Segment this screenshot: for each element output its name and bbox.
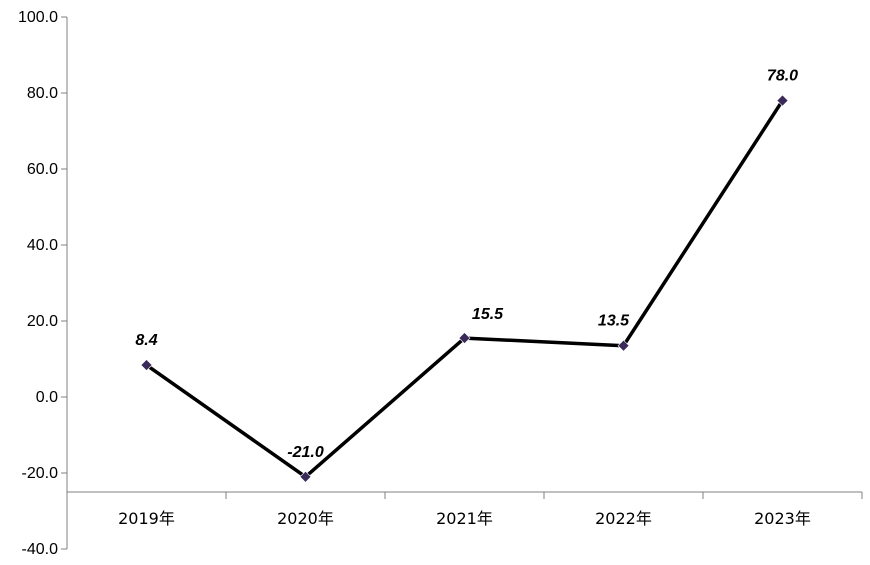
data-label: 8.4 bbox=[135, 332, 157, 349]
y-axis: 100.0 80.0 60.0 40.0 20.0 0.0 -20.0 -40.0 bbox=[18, 9, 68, 558]
data-label: 13.5 bbox=[598, 313, 630, 330]
data-labels: 8.4 -21.0 15.5 13.5 78.0 bbox=[135, 68, 798, 461]
x-tick-label: 2021年 bbox=[436, 509, 493, 528]
x-tick-label: 2019年 bbox=[118, 509, 175, 528]
data-label: -21.0 bbox=[287, 444, 324, 461]
x-tick-label: 2023年 bbox=[754, 509, 811, 528]
data-point bbox=[458, 332, 471, 345]
y-tick-label: 40.0 bbox=[27, 237, 58, 254]
data-point bbox=[140, 359, 153, 372]
series-line bbox=[140, 94, 789, 483]
y-tick-label: 60.0 bbox=[27, 161, 58, 178]
data-point bbox=[299, 470, 312, 483]
data-label: 78.0 bbox=[767, 68, 798, 85]
y-tick-label: 0.0 bbox=[36, 389, 58, 406]
x-tick-label: 2022年 bbox=[595, 509, 652, 528]
y-tick-label: 100.0 bbox=[18, 9, 58, 26]
series-path bbox=[145, 99, 784, 479]
y-tick-label: -20.0 bbox=[22, 465, 59, 482]
y-tick-label: 20.0 bbox=[27, 313, 58, 330]
data-point bbox=[617, 339, 630, 352]
x-tick-label: 2020年 bbox=[277, 509, 334, 528]
data-point bbox=[776, 94, 789, 107]
y-tick-label: 80.0 bbox=[27, 85, 58, 102]
y-tick-label: -40.0 bbox=[22, 541, 59, 558]
x-axis: 2019年 2020年 2021年 2022年 2023年 bbox=[66, 491, 863, 528]
data-label: 15.5 bbox=[472, 306, 504, 323]
